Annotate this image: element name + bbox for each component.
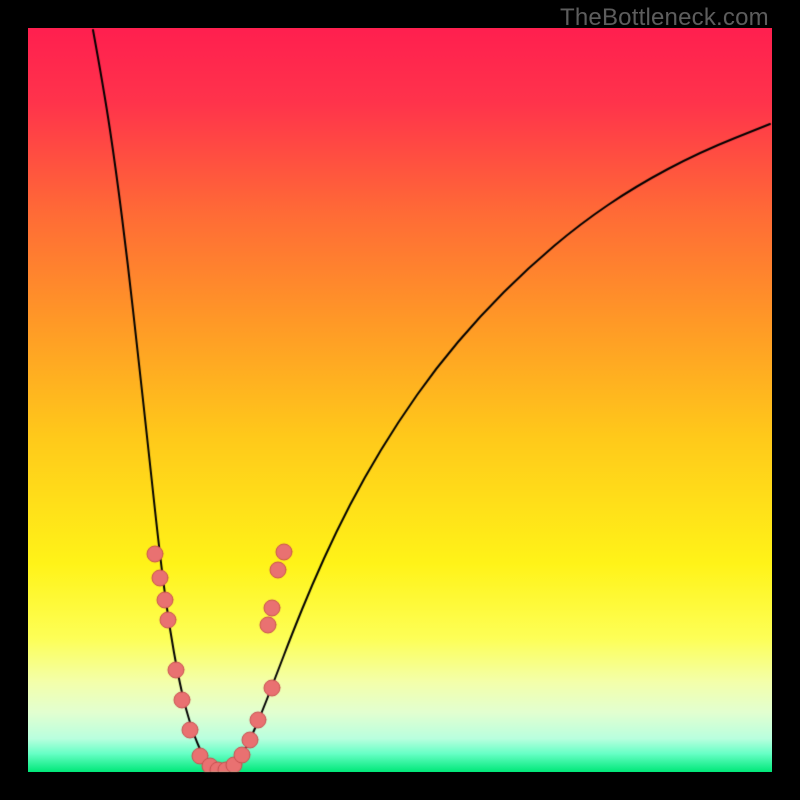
curve-canvas (0, 0, 800, 800)
watermark-text: TheBottleneck.com (560, 4, 769, 32)
chart-stage: TheBottleneck.com (0, 0, 800, 800)
